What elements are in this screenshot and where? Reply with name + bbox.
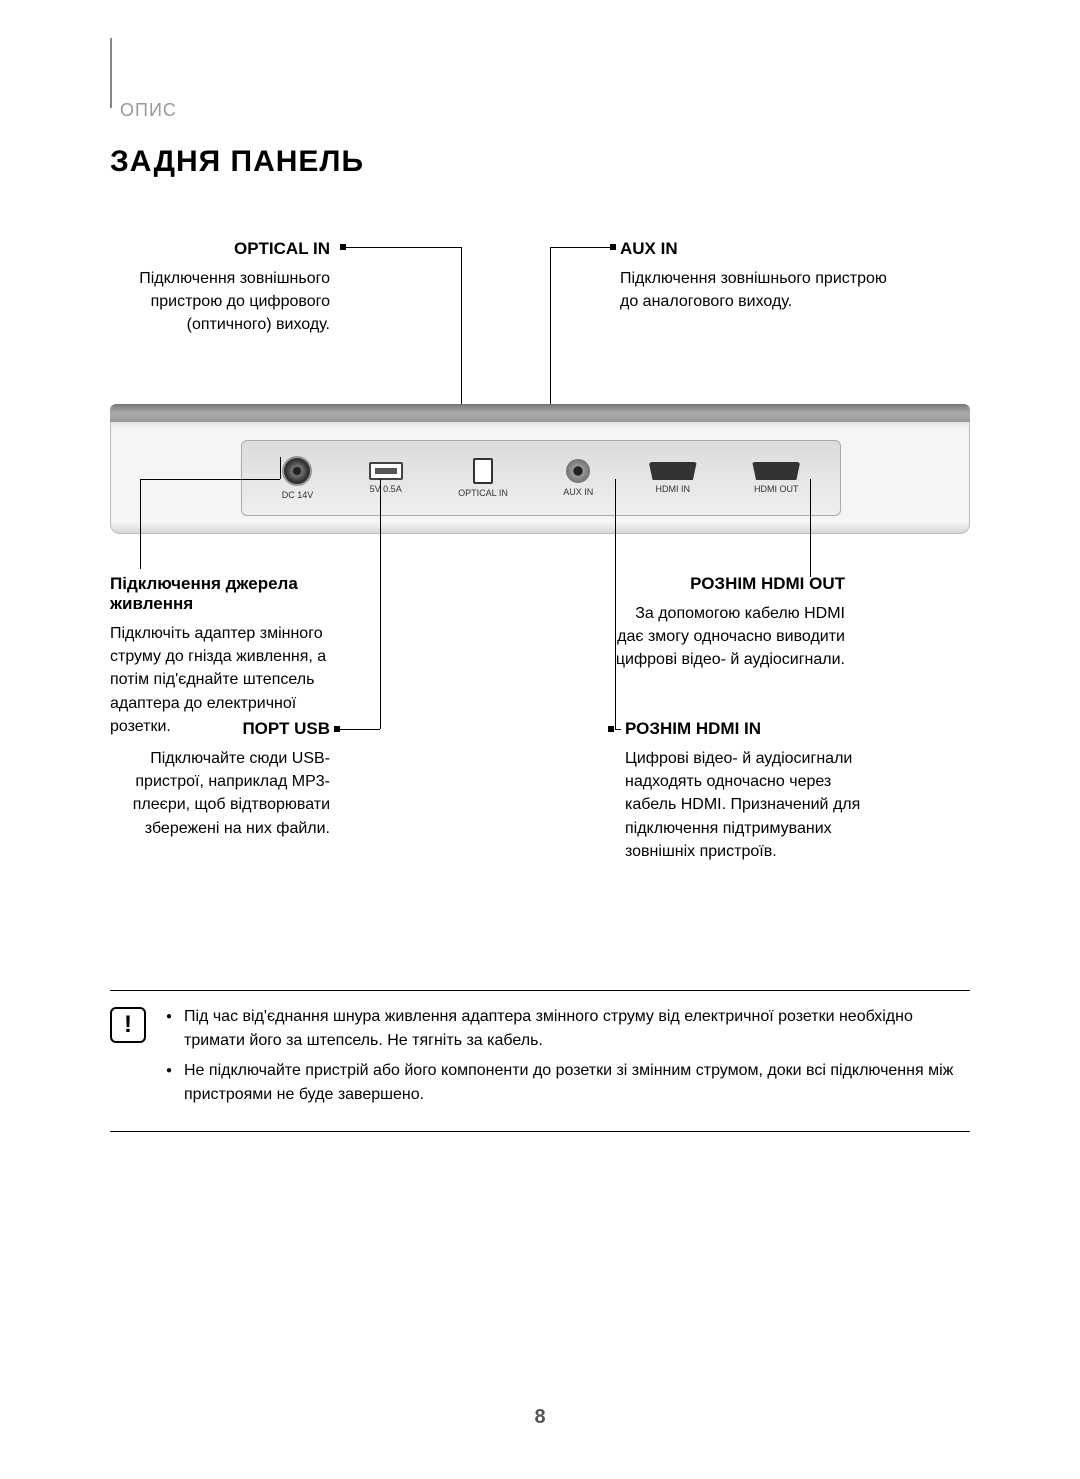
- port-hdmi-out: HDMI OUT: [752, 462, 800, 494]
- section-label: ОПИС: [120, 100, 970, 121]
- callout-desc: Цифрові відео- й аудіосигнали надходять …: [625, 747, 885, 863]
- callout-aux-in: AUX IN Підключення зовнішнього пристрою …: [620, 239, 890, 313]
- page-number: 8: [0, 1406, 1080, 1429]
- port-label: OPTICAL IN: [458, 488, 508, 498]
- callout-hdmi-in: РОЗНІМ HDMI IN Цифрові відео- й аудіосиг…: [625, 719, 885, 863]
- caution-item: Не підключайте пристрій або його компоне…: [166, 1059, 970, 1107]
- connector-line: [810, 479, 811, 577]
- callout-title: AUX IN: [620, 239, 890, 259]
- port-dc: DC 14V: [282, 456, 314, 500]
- callout-title: РОЗНІМ HDMI OUT: [615, 574, 845, 594]
- connector-endpoint: [608, 726, 614, 732]
- connector-line: [280, 457, 281, 479]
- port-label: AUX IN: [563, 487, 593, 497]
- callout-desc: Підключайте сюди USB-пристрої, наприклад…: [110, 747, 330, 840]
- port-usb: 5V 0.5A: [369, 462, 403, 494]
- optical-port-icon: [473, 458, 493, 484]
- port-optical: OPTICAL IN: [458, 458, 508, 498]
- connector-line: [615, 729, 621, 730]
- callout-hdmi-out: РОЗНІМ HDMI OUT За допомогою кабелю HDMI…: [615, 574, 845, 672]
- hdmi-port-icon: [752, 462, 800, 480]
- port-hdmi-in: HDMI IN: [649, 462, 697, 494]
- aux-jack-icon: [566, 459, 590, 483]
- callout-title: Підключення джерела живлення: [110, 574, 360, 614]
- usb-port-icon: [369, 462, 403, 480]
- callout-power: Підключення джерела живлення Підключіть …: [110, 574, 360, 738]
- callout-desc: Підключення зовнішнього пристрою до анал…: [620, 267, 890, 313]
- manual-page: ОПИС ЗАДНЯ ПАНЕЛЬ OPTICAL IN Підключення…: [0, 0, 1080, 1479]
- port-label: HDMI IN: [656, 484, 691, 494]
- port-panel: DC 14V 5V 0.5A OPTICAL IN AUX IN: [241, 440, 841, 516]
- caution-icon: !: [110, 1007, 146, 1043]
- caution-item: Під час від'єднання шнура живлення адапт…: [166, 1005, 970, 1053]
- caution-box: ! Під час від'єднання шнура живлення ада…: [110, 990, 970, 1132]
- caution-list: Під час від'єднання шнура живлення адапт…: [166, 1005, 970, 1113]
- device-illustration: DC 14V 5V 0.5A OPTICAL IN AUX IN: [110, 404, 970, 534]
- port-label: 5V 0.5A: [370, 484, 402, 494]
- device-top-edge: [110, 404, 970, 422]
- port-aux: AUX IN: [563, 459, 593, 497]
- page-title: ЗАДНЯ ПАНЕЛЬ: [110, 145, 970, 179]
- callout-desc: Підключення зовнішнього пристрою до цифр…: [110, 267, 330, 337]
- callout-usb: ПОРТ USB Підключайте сюди USB-пристрої, …: [110, 719, 330, 840]
- device-body: DC 14V 5V 0.5A OPTICAL IN AUX IN: [110, 422, 970, 534]
- callout-title: РОЗНІМ HDMI IN: [625, 719, 885, 739]
- port-label: DC 14V: [282, 490, 314, 500]
- connector-line: [140, 479, 280, 480]
- callout-title: ПОРТ USB: [110, 719, 330, 739]
- connector-line: [340, 729, 380, 730]
- connector-line: [380, 479, 381, 729]
- rear-panel-diagram: OPTICAL IN Підключення зовнішнього прист…: [110, 239, 970, 879]
- connector-line: [615, 479, 616, 729]
- connector-endpoint: [334, 726, 340, 732]
- callout-title: OPTICAL IN: [110, 239, 330, 259]
- callout-desc: За допомогою кабелю HDMI дає змогу одноч…: [615, 602, 845, 672]
- hdmi-port-icon: [649, 462, 697, 480]
- connector-line: [550, 247, 612, 248]
- port-label: HDMI OUT: [754, 484, 799, 494]
- connector-line: [140, 479, 141, 569]
- callout-optical-in: OPTICAL IN Підключення зовнішнього прист…: [110, 239, 330, 337]
- connector-line: [346, 247, 461, 248]
- dc-jack-icon: [282, 456, 312, 486]
- section-rule: [110, 38, 112, 108]
